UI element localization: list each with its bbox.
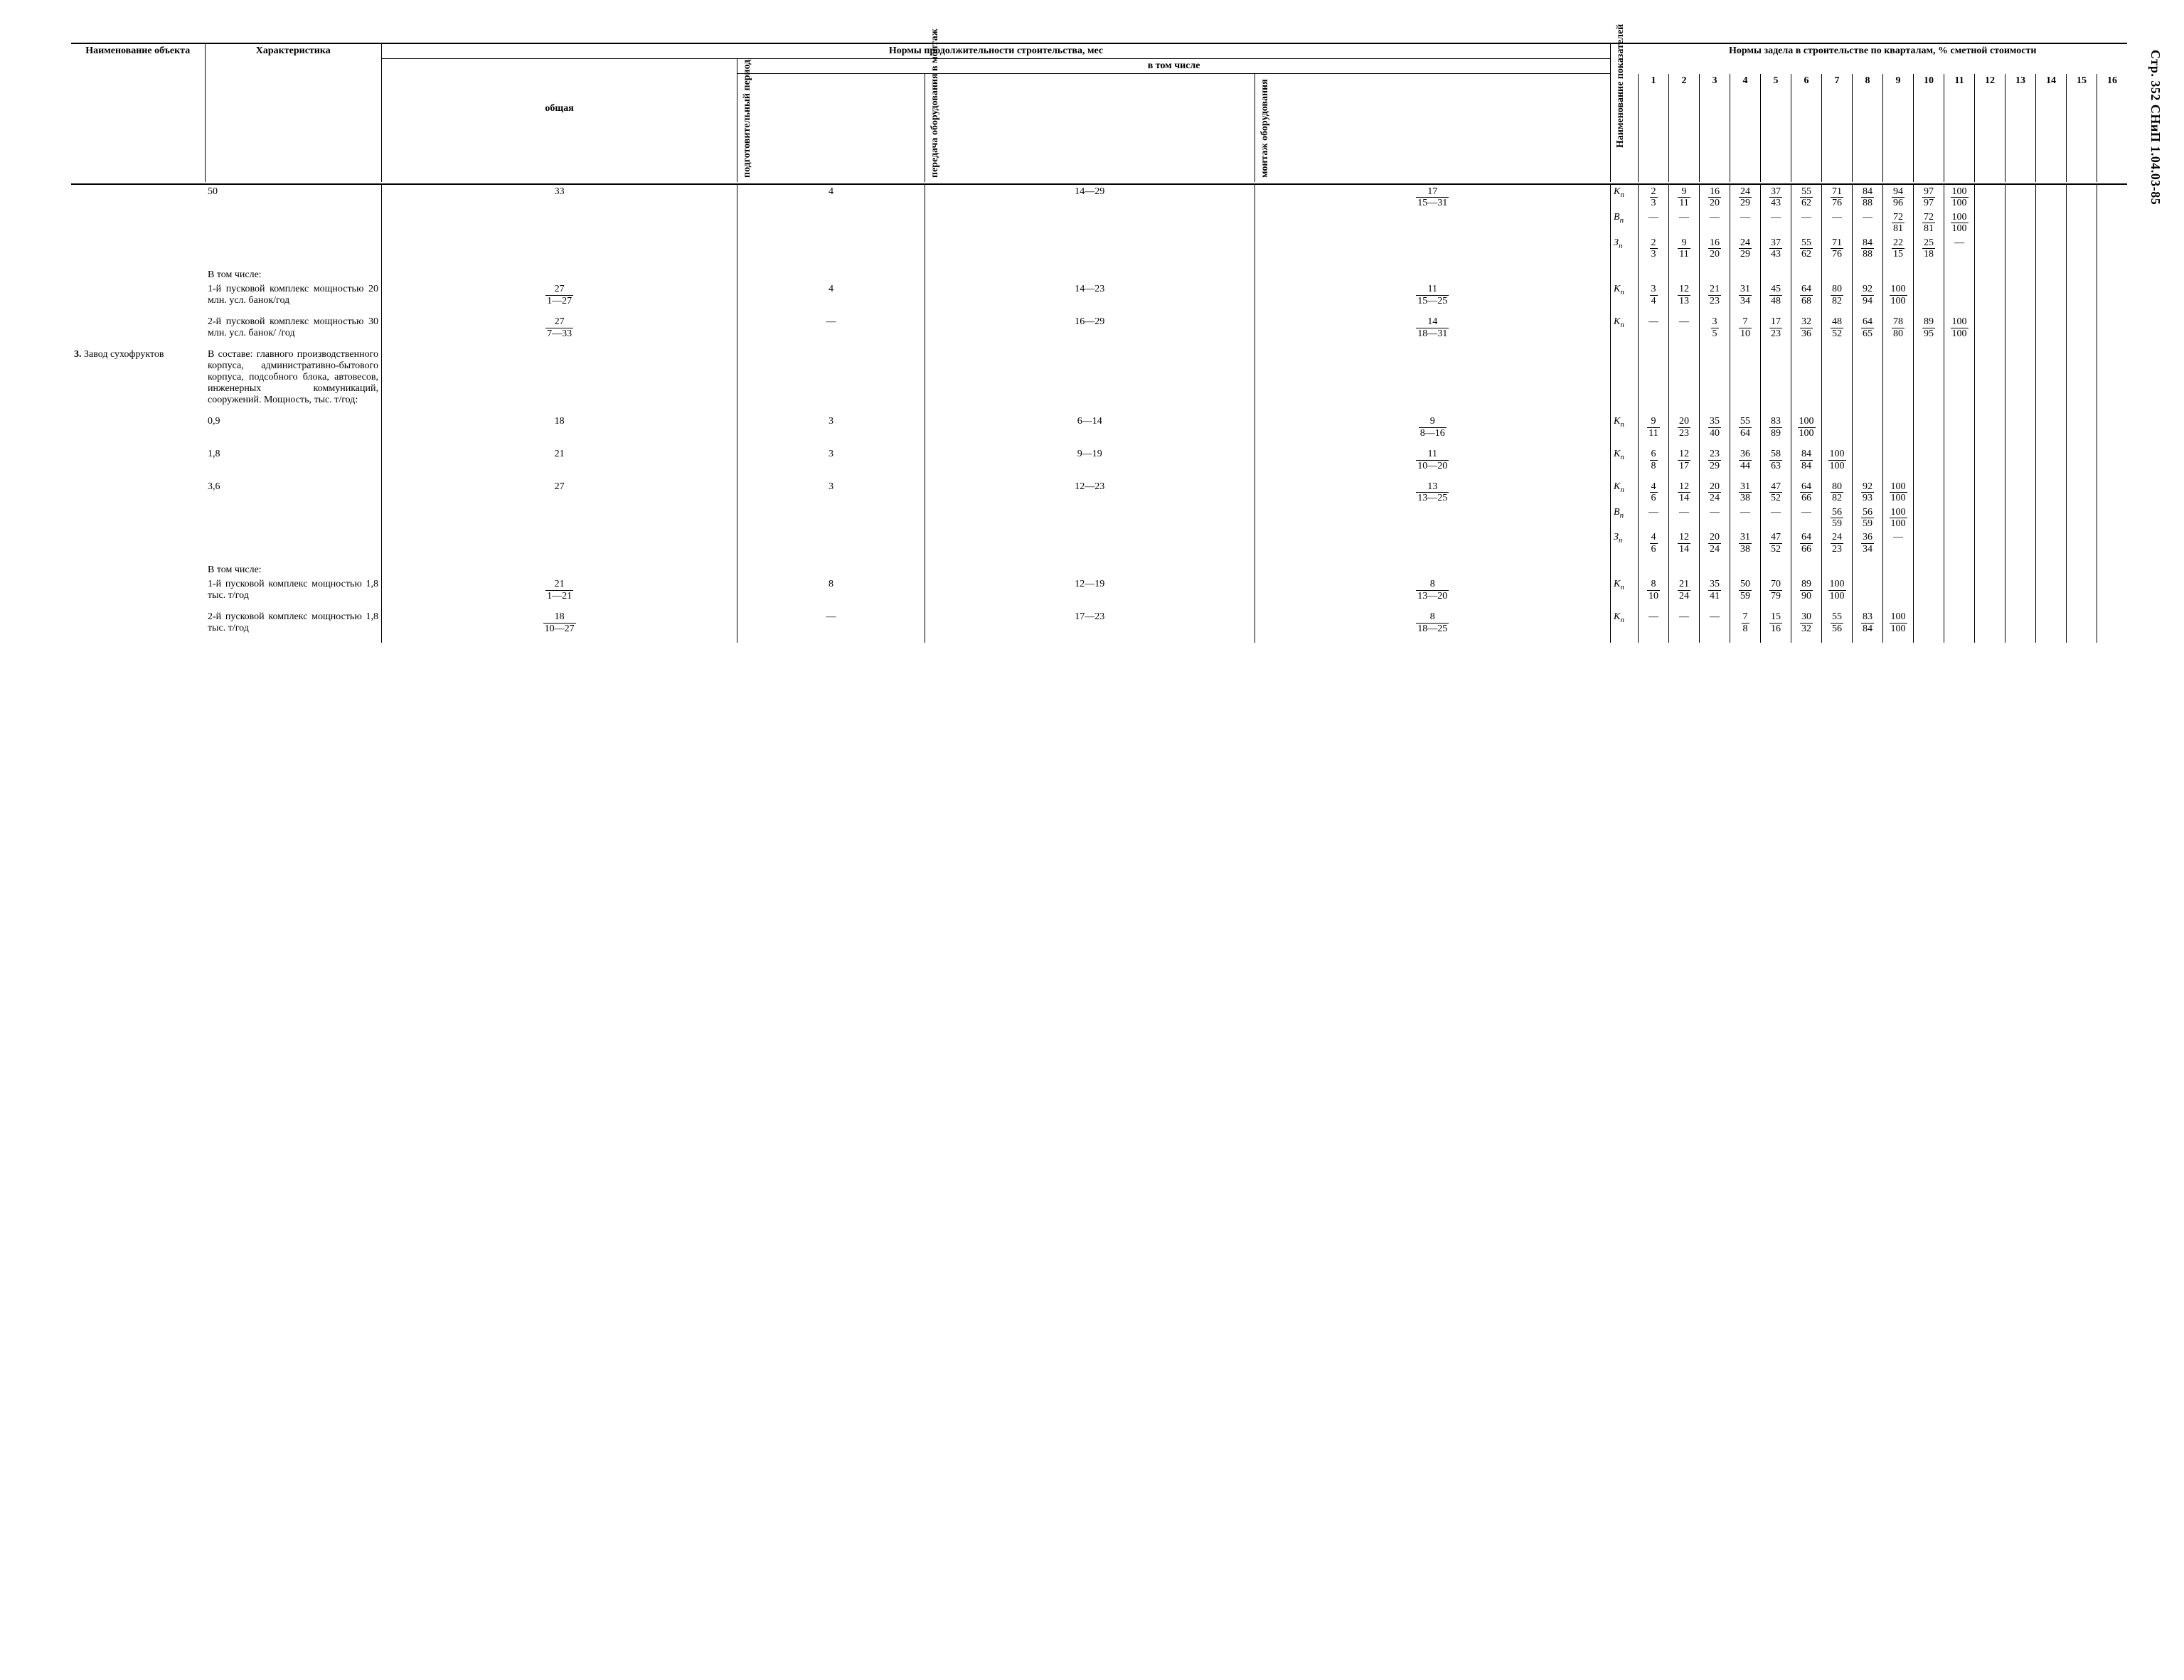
hdr-dur-group: Нормы продолжительности строительства, м… bbox=[382, 43, 1611, 59]
main-table: Наименование объекта Характеристика Норм… bbox=[71, 43, 2127, 643]
table-row: 1,82139—191110—20Kп681217232936445863848… bbox=[71, 447, 2127, 473]
table-row: 3. Завод сухофруктовВ составе: главного … bbox=[71, 348, 2127, 407]
hdr-q3: 3 bbox=[1700, 74, 1730, 183]
hdr-total: общая bbox=[382, 59, 737, 183]
hdr-q10: 10 bbox=[1914, 74, 1944, 183]
hdr-q4: 4 bbox=[1730, 74, 1761, 183]
hdr-q16: 16 bbox=[2097, 74, 2128, 183]
hdr-q15: 15 bbox=[2067, 74, 2097, 183]
table-header: Наименование объекта Характеристика Норм… bbox=[71, 43, 2127, 184]
hdr-q13: 13 bbox=[2005, 74, 2036, 183]
table-row: 0,91836—1498—16Kп91120233540556483891001… bbox=[71, 414, 2127, 440]
hdr-q6: 6 bbox=[1791, 74, 1822, 183]
hdr-q11: 11 bbox=[1944, 74, 1975, 183]
table-row: 5033414—291715—31Kп239111620242937435562… bbox=[71, 184, 2127, 210]
table-row: 2-й пусковой комплекс мощностью 30 млн. … bbox=[71, 315, 2127, 341]
hdr-prep: подготовительный период bbox=[737, 74, 925, 183]
page: Стр. 352 СНиП 1.04.03-85 Наименование об… bbox=[71, 43, 2127, 643]
table-row: 2-й пусковой комплекс мощностью 1,8 тыс.… bbox=[71, 610, 2127, 636]
hdr-q9: 9 bbox=[1883, 74, 1914, 183]
hdr-q8: 8 bbox=[1853, 74, 1883, 183]
hdr-q7: 7 bbox=[1822, 74, 1853, 183]
table-row: 1-й пусковой комплекс мощностью 1,8 тыс.… bbox=[71, 577, 2127, 603]
hdr-mount: монтаж оборудования bbox=[1255, 74, 1610, 183]
hdr-q14: 14 bbox=[2036, 74, 2067, 183]
hdr-q1: 1 bbox=[1639, 74, 1669, 183]
table-row: 1-й пусковой комплекс мощностью 20 млн. … bbox=[71, 282, 2127, 308]
hdr-name: Наименование объекта bbox=[71, 43, 205, 182]
table-row: 3,627312—231313—25Kп46121420243138475264… bbox=[71, 480, 2127, 505]
hdr-q2: 2 bbox=[1669, 74, 1700, 183]
hdr-q5: 5 bbox=[1761, 74, 1791, 183]
hdr-char: Характеристика bbox=[205, 43, 382, 182]
hdr-dur-sub: в том числе bbox=[737, 59, 1611, 74]
hdr-ind: Наименование показателей bbox=[1611, 43, 1639, 182]
hdr-q12: 12 bbox=[1975, 74, 2005, 183]
hdr-q-group: Нормы задела в строительстве по квартала… bbox=[1639, 43, 2128, 59]
page-side-label: Стр. 352 СНиП 1.04.03-85 bbox=[2148, 50, 2163, 205]
hdr-transfer: передача оборудования в монтаж bbox=[925, 74, 1255, 183]
table-body: 5033414—291715—31Kп239111620242937435562… bbox=[71, 184, 2127, 643]
